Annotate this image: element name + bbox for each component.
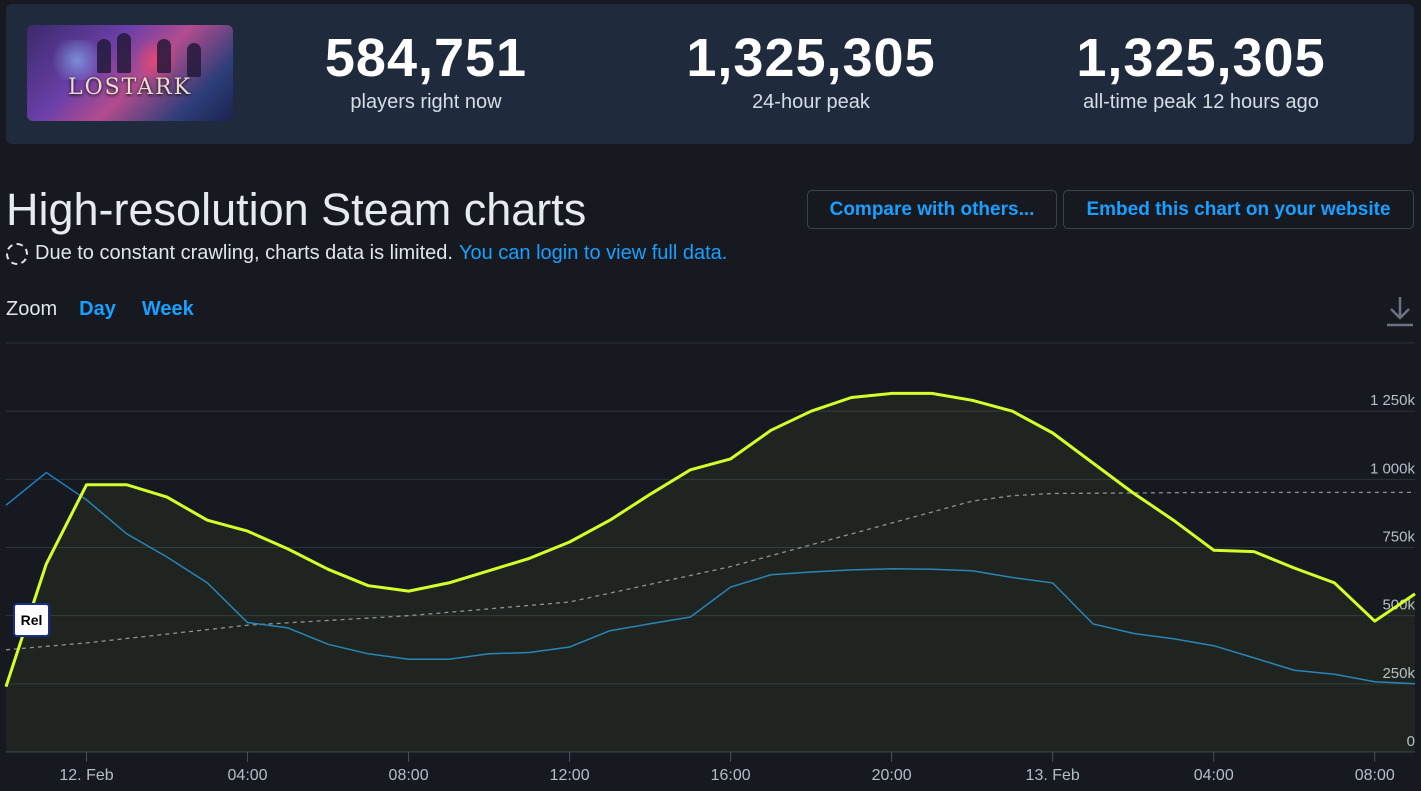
download-icon[interactable] (1384, 294, 1416, 328)
notice-text: Due to constant crawling, charts data is… (35, 242, 453, 264)
chart-gridlines (6, 410, 1415, 753)
stat-players-now: 584,751 players right now (321, 28, 531, 116)
players-series-line[interactable] (4, 391, 1416, 688)
previous-series-line[interactable] (5, 471, 1416, 685)
x-tick-label: 20:00 (872, 767, 912, 784)
y-tick-label: 0 (1407, 733, 1415, 750)
stat-value: 1,325,305 (686, 28, 936, 88)
x-tick-label: 08:00 (389, 767, 429, 784)
y-tick-label: 500k (1382, 597, 1415, 614)
x-tick-label: 12:00 (550, 767, 590, 784)
loading-spinner-icon (6, 242, 28, 265)
login-link[interactable]: You can login to view full data. (458, 242, 728, 264)
y-tick-label: 750k (1382, 529, 1415, 546)
y-tick-label: 1 000k (1370, 460, 1416, 477)
compare-button[interactable]: Compare with others... (807, 190, 1057, 229)
release-marker[interactable]: Rel (13, 603, 50, 637)
cover-figure (157, 39, 171, 73)
release-marker-label: Rel (21, 612, 43, 628)
game-logo: LOSTARK (67, 75, 193, 100)
stat-value: 584,751 (324, 28, 528, 88)
average-series-line[interactable] (5, 491, 1415, 651)
cover-figure (97, 39, 111, 73)
zoom-label: Zoom (6, 298, 58, 320)
chart-y-axis: 0 250k 500k 750k 1 000k 1 250k (1370, 392, 1416, 750)
game-cover-image[interactable]: LOSTARK (27, 25, 233, 121)
zoom-controls: Zoom Day Week (6, 298, 220, 321)
zoom-week-button[interactable]: Week (141, 298, 194, 320)
x-tick-label: 08:00 (1355, 767, 1395, 784)
y-tick-label: 1 250k (1370, 392, 1416, 409)
stat-24h-peak: 1,325,305 24-hour peak (671, 28, 951, 116)
data-limited-notice: Due to constant crawling, charts data is… (6, 242, 727, 265)
chart-x-axis: 12. Feb 04:00 08:00 12:00 16:00 20:00 13. Feb 0… (59, 752, 1395, 784)
x-tick-label: 04:00 (1194, 767, 1234, 784)
page-title: High-resolution Steam charts (6, 184, 587, 235)
stat-all-time-peak: 1,325,305 all-time peak 12 hours ago (1046, 28, 1356, 116)
embed-chart-button[interactable]: Embed this chart on your website (1063, 190, 1414, 229)
release-marker-box[interactable] (13, 603, 50, 637)
x-tick-label: 04:00 (228, 767, 268, 784)
cover-figure (187, 43, 201, 77)
y-tick-label: 250k (1382, 665, 1415, 682)
chart-series (4, 391, 1416, 752)
stat-label: all-time peak 12 hours ago (1083, 91, 1319, 113)
game-stats-header: LOSTARK 584,751 players right now 1,325,… (6, 4, 1414, 144)
x-tick-label: 12. Feb (59, 767, 113, 784)
zoom-day-button[interactable]: Day (79, 298, 116, 320)
stat-value: 1,325,305 (1076, 28, 1326, 88)
stat-label: players right now (350, 91, 502, 113)
x-tick-label: 16:00 (711, 767, 751, 784)
cover-figure (117, 33, 131, 73)
players-area-fill (6, 393, 1415, 752)
stat-label: 24-hour peak (752, 91, 870, 113)
x-tick-label: 13. Feb (1026, 767, 1080, 784)
